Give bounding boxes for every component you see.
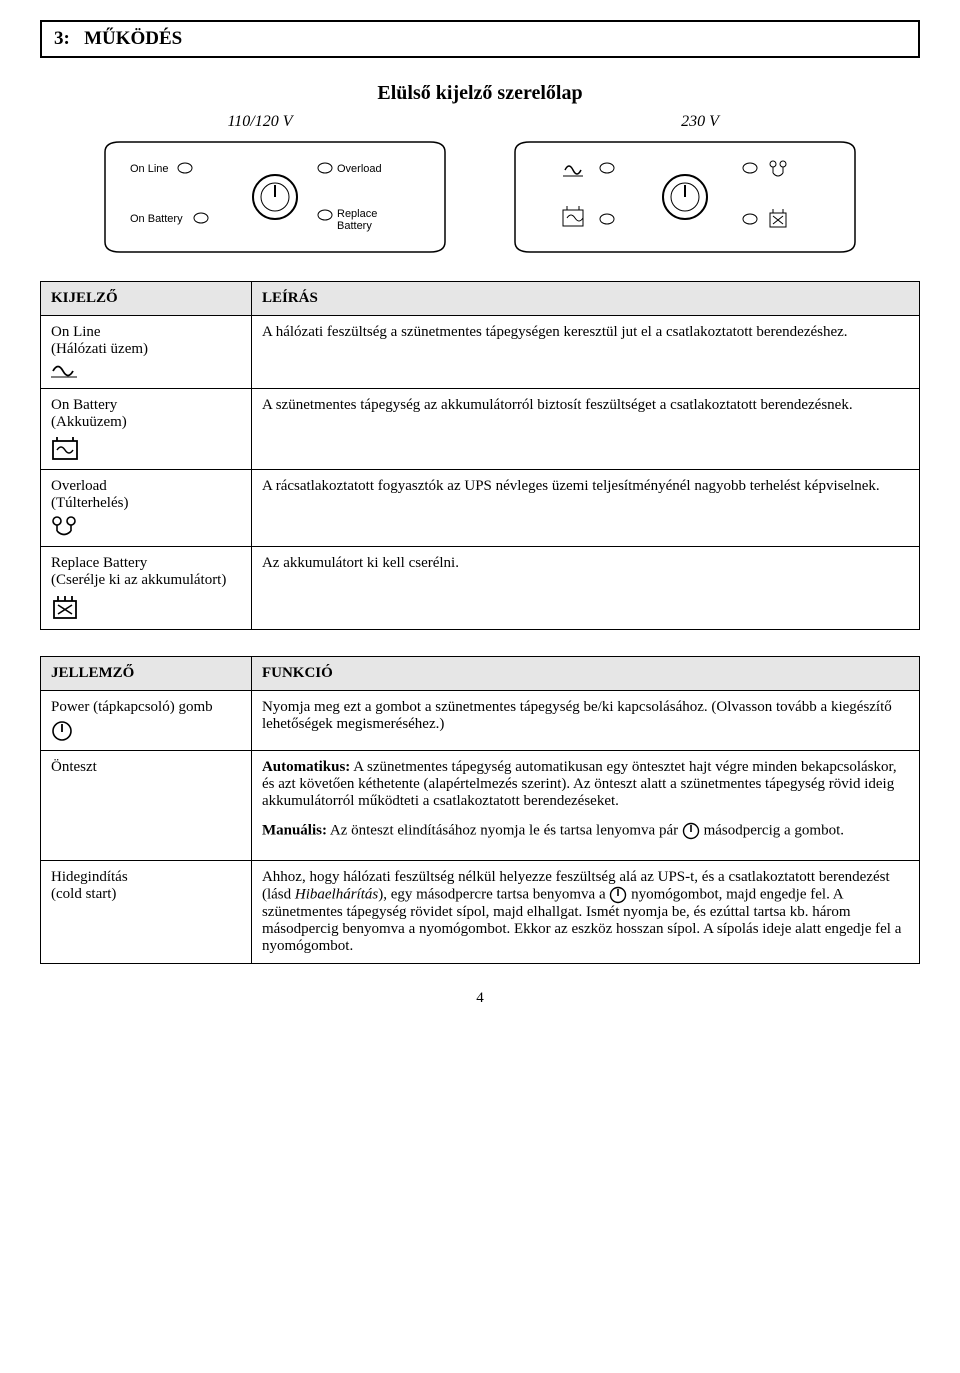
battery-wave-icon: [51, 435, 81, 461]
table-header: LEÍRÁS: [251, 282, 919, 316]
power-icon: [682, 822, 700, 840]
text: másodpercig a gombot.: [704, 822, 844, 838]
overload-icon: [51, 516, 79, 538]
page-number: 4: [40, 990, 920, 1007]
row-label: Replace Battery: [51, 555, 241, 572]
table-row: Overload (Túlterhelés) A rácsatlakoztato…: [41, 470, 920, 547]
table-header: KIJELZŐ: [41, 282, 252, 316]
table-row: On Battery (Akkuüzem) A szünetmentes táp…: [41, 389, 920, 470]
section-header: 3: MŰKÖDÉS: [40, 20, 920, 58]
row-label: Önteszt: [51, 759, 241, 776]
row-desc: A szünetmentes tápegység az akkumulátorr…: [251, 389, 919, 470]
table-header: FUNKCIÓ: [251, 657, 919, 691]
row-label: Hidegindítás: [51, 869, 241, 886]
text: Az önteszt elindításához nyomja le és ta…: [327, 822, 682, 838]
svg-text:On Line: On Line: [130, 163, 169, 175]
row-sublabel: (Hálózati üzem): [51, 341, 241, 358]
table-row: Hidegindítás (cold start) Ahhoz, hogy há…: [41, 861, 920, 964]
table-row: Önteszt Automatikus: A szünetmentes tápe…: [41, 751, 920, 861]
svg-text:Replace: Replace: [337, 208, 377, 220]
svg-text:Overload: Overload: [337, 163, 382, 175]
panel-230-icon: [495, 137, 875, 257]
row-desc: Az akkumulátort ki kell cserélni.: [251, 547, 919, 630]
svg-text:Battery: Battery: [337, 220, 372, 232]
indicator-table: KIJELZŐ LEÍRÁS On Line (Hálózati üzem) A…: [40, 281, 920, 630]
row-sublabel: (cold start): [51, 886, 241, 903]
row-label: On Line: [51, 324, 241, 341]
table-row: On Line (Hálózati üzem) A hálózati feszü…: [41, 316, 920, 389]
row-sublabel: (Akkuüzem): [51, 414, 241, 431]
bold-label: Manuális:: [262, 822, 327, 838]
table-header: JELLEMZŐ: [41, 657, 252, 691]
row-desc: A hálózati feszültség a szünetmentes táp…: [251, 316, 919, 389]
row-desc: Automatikus: A szünetmentes tápegység au…: [251, 751, 919, 861]
table-row: Power (tápkapcsoló) gomb Nyomja meg ezt …: [41, 691, 920, 751]
section-title: 3: MŰKÖDÉS: [54, 28, 906, 50]
text: ), egy másodpercre tartsa benyomva a: [378, 886, 609, 902]
italic-text: Hibaelhárítás: [295, 886, 378, 902]
row-label: Overload: [51, 478, 241, 495]
feature-table: JELLEMZŐ FUNKCIÓ Power (tápkapcsoló) gom…: [40, 656, 920, 964]
row-label: On Battery: [51, 397, 241, 414]
panel-110-icon: On Line On Battery Overload Replace Batt…: [85, 137, 465, 257]
voltage-right: 230 V: [502, 113, 898, 131]
panel-drawings: On Line On Battery Overload Replace Batt…: [40, 137, 920, 257]
section-number: 3:: [54, 28, 70, 49]
power-icon: [51, 720, 73, 742]
voltage-left: 110/120 V: [62, 113, 458, 131]
bold-label: Automatikus:: [262, 759, 350, 775]
row-desc: Ahhoz, hogy hálózati feszültség nélkül h…: [251, 861, 919, 964]
svg-text:On Battery: On Battery: [130, 213, 183, 225]
section-title-text: MŰKÖDÉS: [84, 28, 182, 49]
text: A szünetmentes tápegység automatikusan e…: [262, 759, 897, 809]
row-sublabel: (Cserélje ki az akkumulátort): [51, 572, 241, 589]
wave-icon: [51, 362, 79, 380]
row-desc: A rácsatlakoztatott fogyasztók az UPS né…: [251, 470, 919, 547]
row-label: Power (tápkapcsoló) gomb: [51, 699, 241, 716]
table-row: Replace Battery (Cserélje ki az akkumulá…: [41, 547, 920, 630]
row-sublabel: (Túlterhelés): [51, 495, 241, 512]
replace-battery-icon: [51, 593, 81, 621]
row-desc: Nyomja meg ezt a gombot a szünetmentes t…: [251, 691, 919, 751]
voltage-row: 110/120 V 230 V: [40, 113, 920, 131]
panel-title: Elülső kijelző szerelőlap: [40, 82, 920, 105]
power-icon: [609, 886, 627, 904]
